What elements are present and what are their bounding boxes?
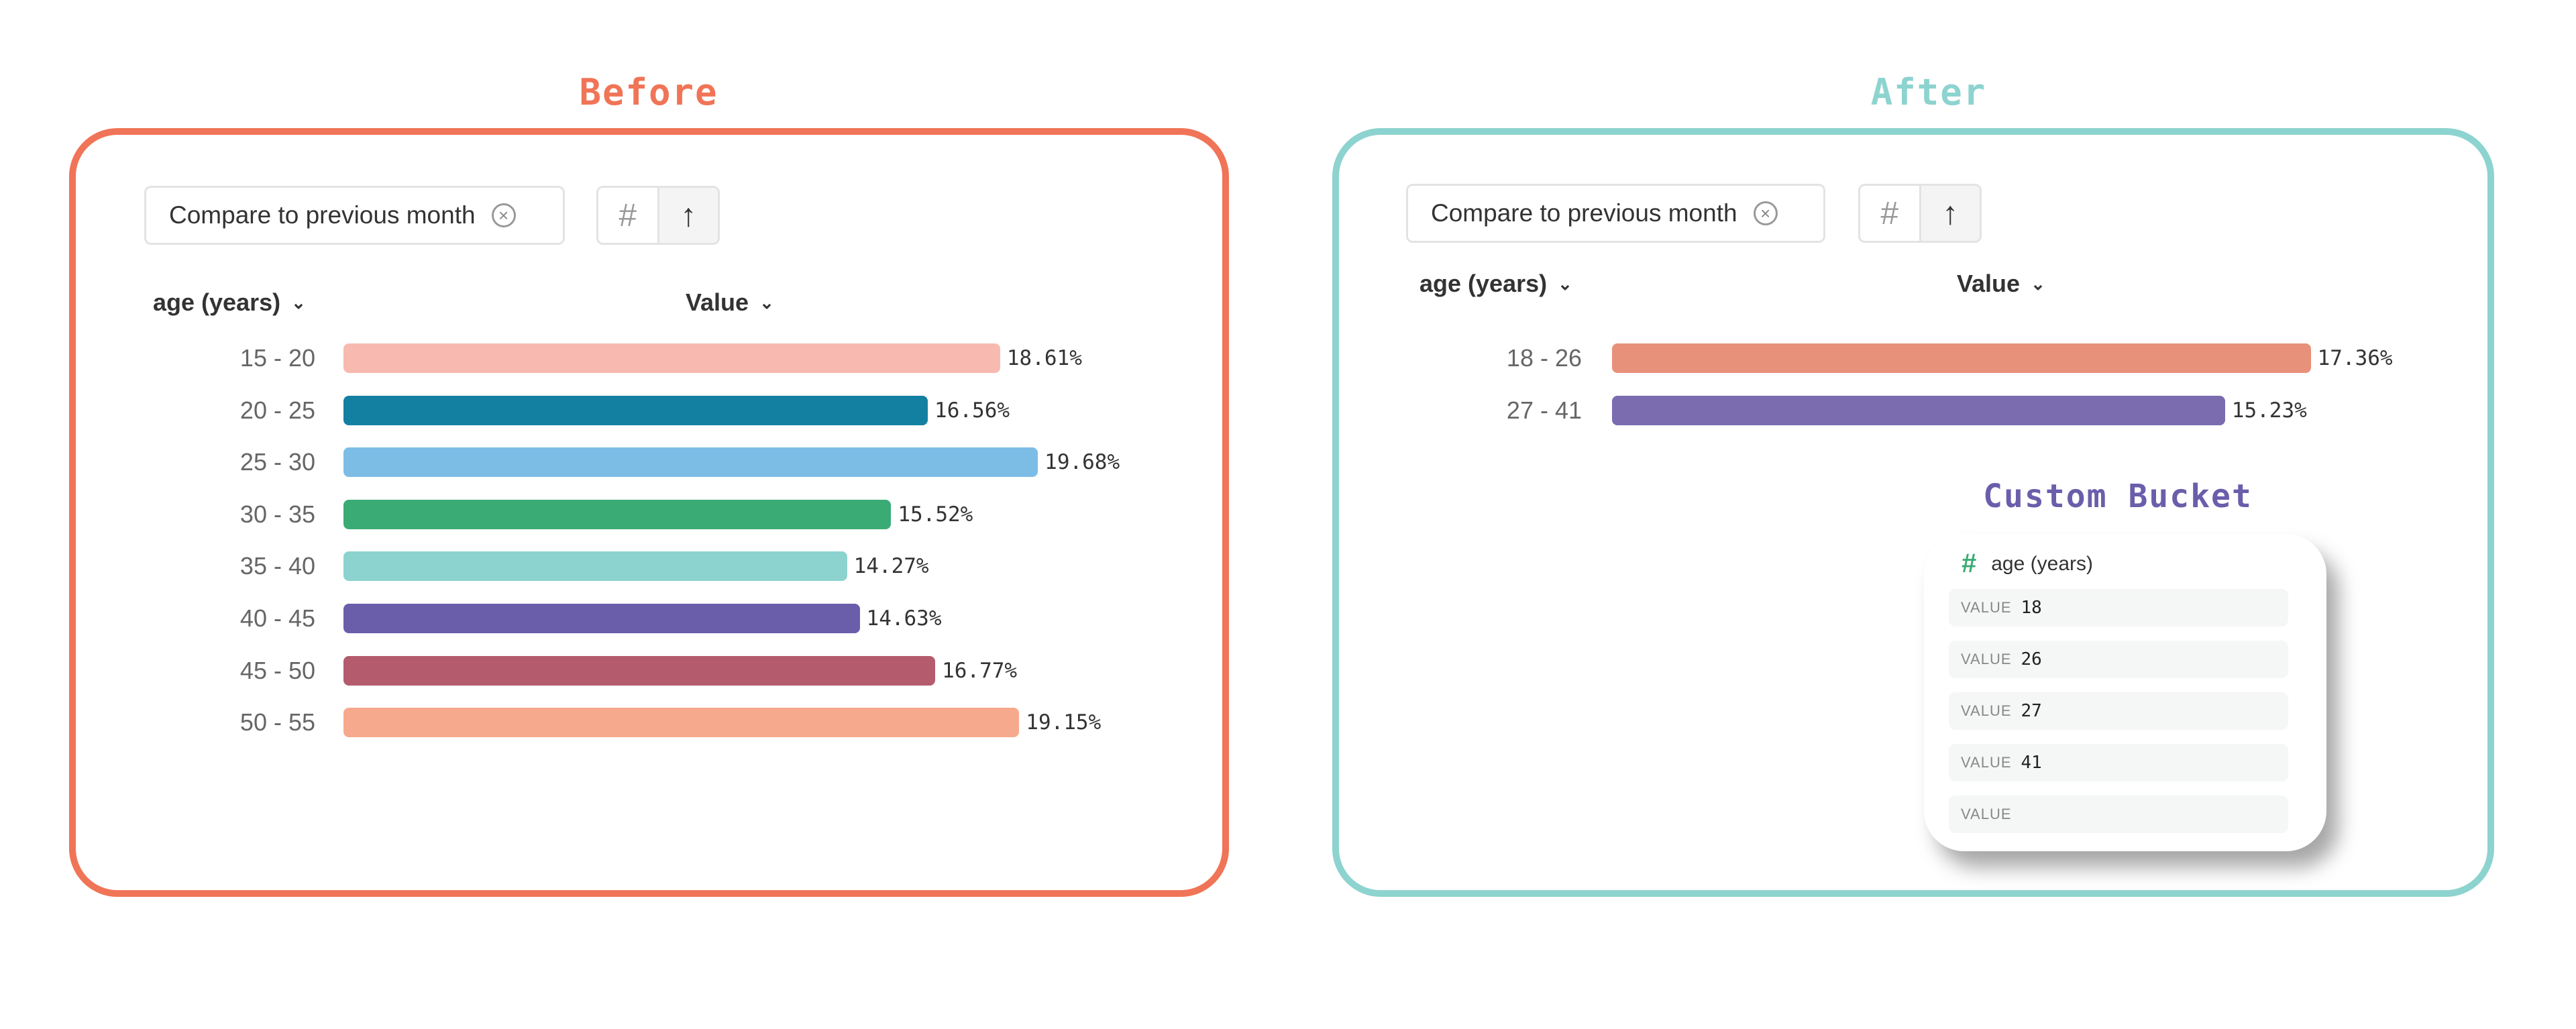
bar[interactable] <box>343 395 928 425</box>
bar[interactable] <box>343 499 892 529</box>
value-label: VALUE <box>1961 599 2012 616</box>
value-header[interactable]: Value ⌄ <box>1957 270 2045 298</box>
bar[interactable] <box>343 604 860 633</box>
compare-filter-chip[interactable]: Compare to previous month × <box>144 186 565 245</box>
category-label: 35 - 40 <box>239 552 315 580</box>
value-header-label: Value <box>686 288 749 316</box>
bucket-field-header: # age (years) <box>1962 549 2093 579</box>
category-label: 18 - 26 <box>1506 344 1582 372</box>
category-label: 20 - 25 <box>239 396 315 424</box>
data-label: 14.27% <box>853 554 929 579</box>
before-panel <box>69 128 1229 897</box>
clear-icon[interactable]: × <box>491 203 516 227</box>
bar[interactable] <box>1612 396 2225 425</box>
hash-icon[interactable]: # <box>619 197 637 233</box>
data-label: 15.23% <box>2231 398 2307 423</box>
data-label: 19.68% <box>1044 450 1120 475</box>
bar[interactable] <box>343 343 1000 373</box>
display-toggle: # ↑ <box>596 186 720 245</box>
category-label: 15 - 20 <box>239 344 315 372</box>
dimension-header-label: age (years) <box>153 288 281 316</box>
hash-icon[interactable]: # <box>1880 195 1899 231</box>
bucket-value-input[interactable]: VALUE 27 <box>1949 692 2288 730</box>
value-label: VALUE <box>1961 651 2012 667</box>
compare-filter-chip[interactable]: Compare to previous month × <box>1406 184 1825 243</box>
bar[interactable] <box>343 447 1038 478</box>
before-title: Before <box>579 71 718 113</box>
compare-label: Compare to previous month <box>1431 199 1737 227</box>
data-label: 19.15% <box>1026 710 1102 735</box>
custom-bucket-title: Custom Bucket <box>1983 478 2253 515</box>
compare-label: Compare to previous month <box>169 201 476 229</box>
bucket-value-input[interactable]: VALUE 41 <box>1949 744 2288 781</box>
bucket-value-input[interactable]: VALUE 18 <box>1949 589 2288 627</box>
value-header[interactable]: Value ⌄ <box>686 288 774 317</box>
after-title: After <box>1870 71 1987 113</box>
bucket-value-input[interactable]: VALUE 26 <box>1949 641 2288 678</box>
dimension-header[interactable]: age (years) ⌄ <box>1419 270 1572 298</box>
data-label: 18.61% <box>1006 346 1082 370</box>
data-label: 17.36% <box>2317 346 2393 370</box>
dimension-header[interactable]: age (years) ⌄ <box>153 288 306 317</box>
data-label: 14.63% <box>866 606 942 631</box>
sort-icon[interactable]: ↑ <box>1919 186 1980 241</box>
category-label: 30 - 35 <box>239 500 315 528</box>
sort-icon[interactable]: ↑ <box>657 188 718 243</box>
bucket-value-input[interactable]: VALUE <box>1949 796 2288 833</box>
data-label: 16.56% <box>934 398 1010 423</box>
bucket-field-name: age (years) <box>1991 552 2093 575</box>
category-label: 45 - 50 <box>239 656 315 684</box>
value-text: 41 <box>2021 753 2042 773</box>
after-panel <box>1332 128 2494 897</box>
category-label: 50 - 55 <box>239 708 315 737</box>
chevron-down-icon: ⌄ <box>759 292 774 313</box>
value-label: VALUE <box>1961 754 2012 771</box>
chevron-down-icon: ⌄ <box>1558 273 1572 294</box>
value-text: 27 <box>2021 701 2042 721</box>
value-label: VALUE <box>1961 806 2012 822</box>
value-label: VALUE <box>1961 702 2012 719</box>
display-toggle: # ↑ <box>1858 184 1982 243</box>
value-text: 18 <box>2021 598 2042 618</box>
bar[interactable] <box>343 708 1020 738</box>
bar[interactable] <box>1612 343 2311 373</box>
bar[interactable] <box>343 551 847 582</box>
value-text: 26 <box>2021 649 2042 669</box>
value-header-label: Value <box>1957 270 2021 297</box>
custom-bucket-card: # age (years) VALUE 18 VALUE 26 VALUE 27 VALUE… <box>1924 534 2326 851</box>
category-label: 40 - 45 <box>239 604 315 632</box>
data-label: 15.52% <box>898 502 973 527</box>
category-label: 25 - 30 <box>239 448 315 476</box>
bar[interactable] <box>343 655 936 686</box>
category-label: 27 - 41 <box>1506 396 1582 424</box>
dimension-header-label: age (years) <box>1419 270 1548 297</box>
data-label: 16.77% <box>942 658 1018 683</box>
clear-icon[interactable]: × <box>1753 201 1778 225</box>
hash-icon: # <box>1962 549 1977 578</box>
chevron-down-icon: ⌄ <box>291 292 306 313</box>
chevron-down-icon: ⌄ <box>2031 273 2045 294</box>
